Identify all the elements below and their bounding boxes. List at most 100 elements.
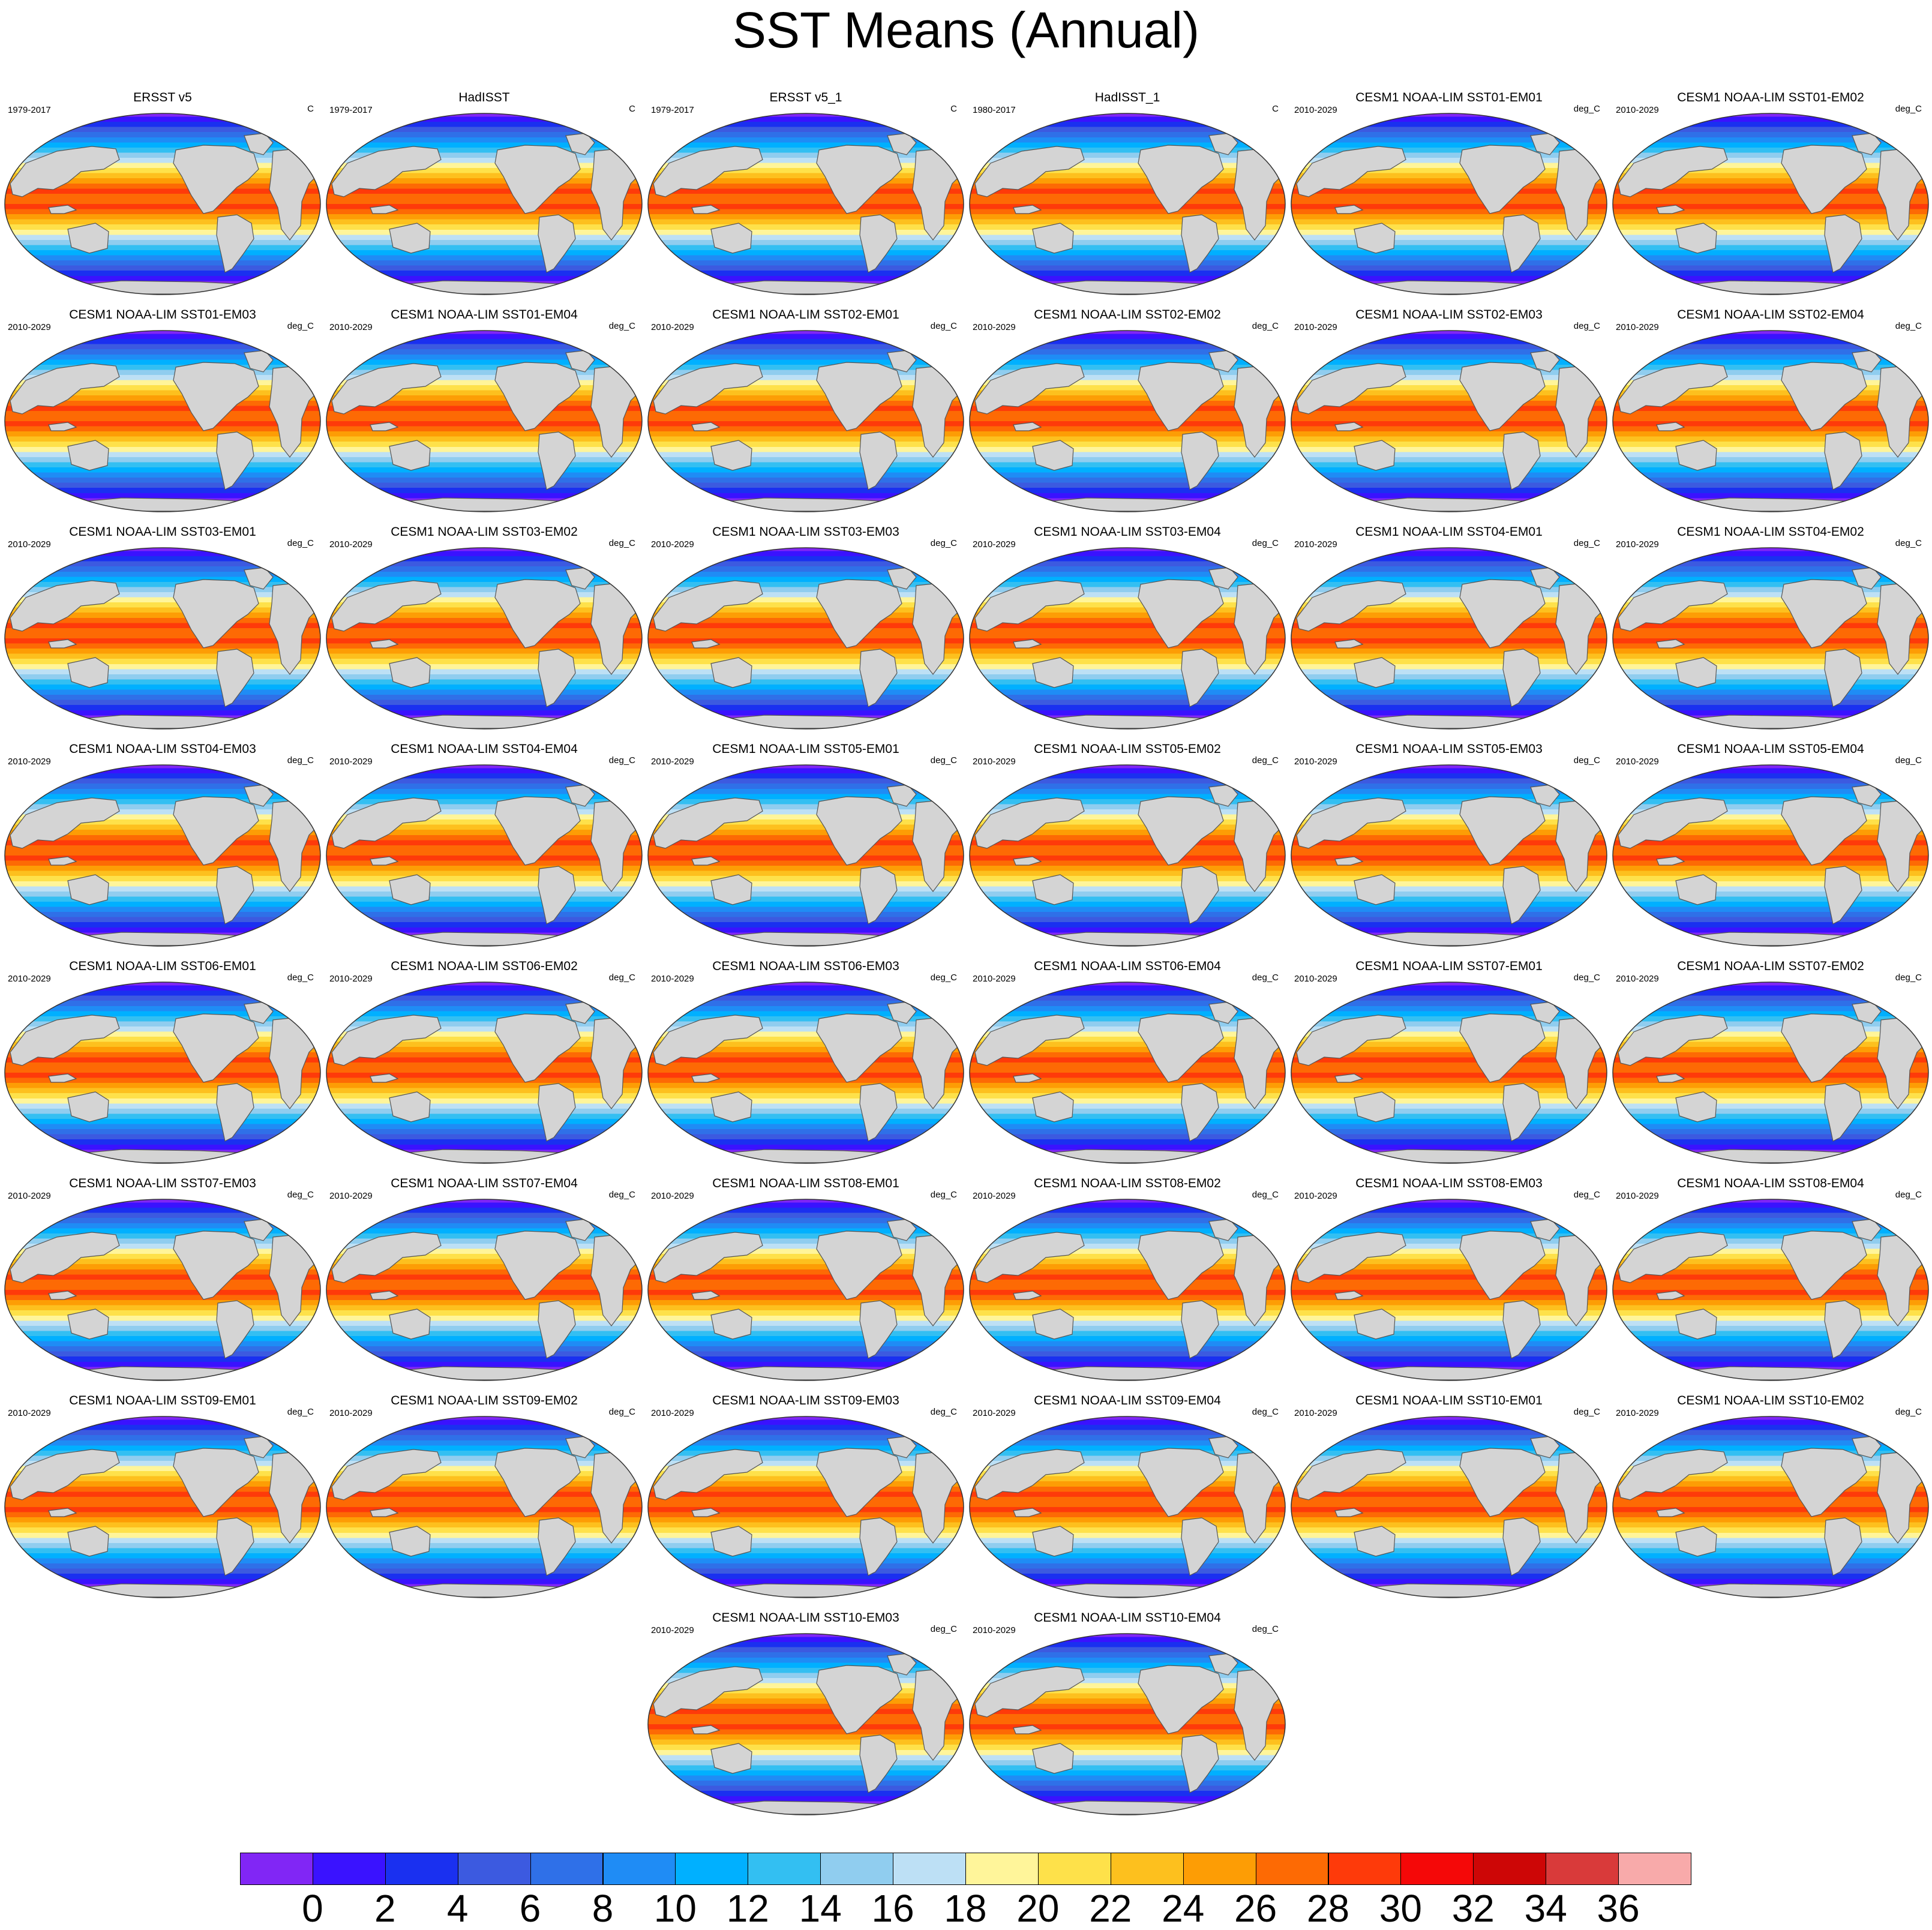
map-panel: CESM1 NOAA-LIM SST06-EM02 2010-2029 deg_C bbox=[323, 960, 645, 1166]
colorbar-tick-label: 12 bbox=[726, 1887, 769, 1930]
land-mass bbox=[1296, 1232, 1406, 1283]
globe-outline bbox=[4, 547, 321, 730]
panel-period: 2010-2029 bbox=[1616, 974, 1659, 984]
ocean-sst-field bbox=[1291, 1416, 1607, 1598]
ocean-sst-field bbox=[1613, 331, 1928, 512]
panel-units: deg_C bbox=[1252, 1407, 1279, 1417]
ocean-sst-field bbox=[326, 765, 642, 946]
land-mass bbox=[48, 639, 77, 649]
land-mass bbox=[1502, 1083, 1541, 1142]
map-panel: CESM1 NOAA-LIM SST09-EM01 2010-2029 deg_C bbox=[2, 1394, 323, 1601]
panel-units: deg_C bbox=[287, 321, 314, 331]
panel-period: 2010-2029 bbox=[651, 322, 694, 332]
panel-period: 1979-2017 bbox=[8, 105, 51, 115]
panel-units: deg_C bbox=[1252, 321, 1279, 331]
globe-outline bbox=[647, 547, 964, 730]
panel-period: 2010-2029 bbox=[651, 1625, 694, 1635]
land-mass bbox=[173, 362, 259, 431]
colorbar-tick-label: 32 bbox=[1451, 1887, 1495, 1930]
land-mass bbox=[691, 205, 721, 214]
colorbar-tick-label: 24 bbox=[1162, 1887, 1205, 1930]
panel-units: deg_C bbox=[287, 1407, 314, 1417]
sst-map bbox=[326, 764, 643, 947]
land-mass bbox=[710, 440, 752, 471]
ocean-sst-field bbox=[1291, 113, 1607, 295]
colorbar-box bbox=[1037, 1853, 1111, 1885]
land-mass bbox=[67, 440, 109, 471]
land-mass bbox=[1296, 146, 1406, 197]
land-mass bbox=[1013, 422, 1042, 431]
land-mass bbox=[389, 1526, 431, 1557]
panel-title: HadISST_1 bbox=[1094, 91, 1160, 104]
ocean-sst-field bbox=[5, 331, 320, 512]
panel-units: deg_C bbox=[1252, 755, 1279, 766]
land-mass bbox=[10, 1014, 120, 1066]
land-mass bbox=[1502, 1300, 1541, 1359]
land-mass bbox=[1181, 1734, 1219, 1793]
land-mass bbox=[974, 1232, 1085, 1283]
panel-title: CESM1 NOAA-LIM SST02-EM01 bbox=[712, 308, 899, 322]
sst-map bbox=[1612, 1199, 1929, 1381]
land-mass bbox=[1334, 1290, 1364, 1300]
panel-period: 2010-2029 bbox=[8, 974, 51, 984]
map-panel: CESM1 NOAA-LIM SST07-EM03 2010-2029 deg_C bbox=[2, 1177, 323, 1383]
colorbar-tick-label: 0 bbox=[302, 1887, 323, 1930]
sst-map bbox=[1291, 1416, 1607, 1598]
land-mass bbox=[1618, 1449, 1728, 1500]
panel-title: CESM1 NOAA-LIM SST04-EM02 bbox=[1677, 525, 1864, 539]
land-mass bbox=[1824, 649, 1862, 707]
panel-title: CESM1 NOAA-LIM SST02-EM02 bbox=[1034, 308, 1221, 322]
map-panel: CESM1 NOAA-LIM SST06-EM04 2010-2029 deg_C bbox=[967, 960, 1288, 1166]
panel-units: deg_C bbox=[1895, 755, 1922, 766]
land-mass bbox=[1675, 440, 1717, 471]
colorbar-tick-label: 4 bbox=[446, 1887, 469, 1930]
map-panel: CESM1 NOAA-LIM SST02-EM03 2010-2029 deg_C bbox=[1288, 308, 1610, 515]
land-mass bbox=[653, 1232, 763, 1283]
panel-units: deg_C bbox=[287, 538, 314, 548]
panel-title: CESM1 NOAA-LIM SST05-EM02 bbox=[1034, 742, 1221, 756]
panel-title: ERSST v5 bbox=[133, 91, 192, 104]
land-mass bbox=[1334, 422, 1364, 431]
land-mass bbox=[67, 874, 109, 905]
colorbar-box bbox=[893, 1853, 966, 1885]
globe-outline bbox=[326, 547, 643, 730]
sst-map bbox=[1612, 113, 1929, 295]
land-mass bbox=[816, 1448, 902, 1517]
colorbar-box bbox=[530, 1853, 604, 1885]
panel-period: 1980-2017 bbox=[973, 105, 1016, 115]
map-panel: CESM1 NOAA-LIM SST01-EM02 2010-2029 deg_C bbox=[1610, 91, 1931, 298]
map-panel: CESM1 NOAA-LIM SST08-EM03 2010-2029 deg_C bbox=[1288, 1177, 1610, 1383]
ocean-sst-field bbox=[648, 1199, 964, 1380]
panel-units: deg_C bbox=[1252, 972, 1279, 983]
colorbar-tick-label: 22 bbox=[1089, 1887, 1132, 1930]
globe-outline bbox=[1291, 113, 1607, 295]
land-mass bbox=[1781, 579, 1867, 649]
land-mass bbox=[1656, 856, 1685, 866]
sst-map bbox=[969, 981, 1286, 1164]
land-mass bbox=[67, 1091, 109, 1122]
ocean-sst-field bbox=[648, 1416, 964, 1598]
panel-title: CESM1 NOAA-LIM SST06-EM03 bbox=[712, 959, 899, 973]
sst-map bbox=[1291, 547, 1607, 730]
land-mass bbox=[974, 1014, 1085, 1066]
map-panel: CESM1 NOAA-LIM SST08-EM02 2010-2029 deg_C bbox=[967, 1177, 1288, 1383]
land-mass bbox=[816, 362, 902, 431]
land-mass bbox=[1781, 796, 1867, 866]
land-mass bbox=[216, 1083, 254, 1142]
land-mass bbox=[1334, 1508, 1364, 1517]
land-mass bbox=[1824, 1083, 1862, 1142]
panel-title: CESM1 NOAA-LIM SST08-EM03 bbox=[1355, 1176, 1543, 1190]
land-mass bbox=[1013, 205, 1042, 214]
land-mass bbox=[67, 657, 109, 688]
panel-title: CESM1 NOAA-LIM SST09-EM01 bbox=[69, 1394, 256, 1407]
land-mass bbox=[1138, 362, 1224, 431]
land-mass bbox=[1334, 856, 1364, 866]
map-panel: CESM1 NOAA-LIM SST01-EM03 2010-2029 deg_C bbox=[2, 308, 323, 515]
panel-title: CESM1 NOAA-LIM SST06-EM04 bbox=[1034, 959, 1221, 973]
panel-title: CESM1 NOAA-LIM SST07-EM03 bbox=[69, 1176, 256, 1190]
sst-map bbox=[969, 1416, 1286, 1598]
panel-period: 2010-2029 bbox=[1616, 322, 1659, 332]
land-mass bbox=[1824, 214, 1862, 273]
land-mass bbox=[1138, 1230, 1224, 1300]
land-mass bbox=[1675, 1526, 1717, 1557]
